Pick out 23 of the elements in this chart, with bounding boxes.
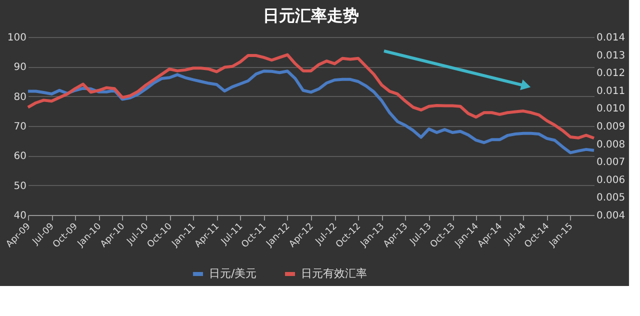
y2-tick-label: 0.008 xyxy=(596,139,626,150)
line-series xyxy=(26,70,596,154)
y2-tick-label: 0.005 xyxy=(596,192,626,204)
line-series xyxy=(26,53,596,140)
y2-tick-label: 0.014 xyxy=(596,32,626,44)
y2-tick-label: 0.007 xyxy=(596,157,626,168)
y2-tick-label: 0.006 xyxy=(596,174,626,186)
y-tick-label: 80 xyxy=(14,92,26,103)
y2-tick-label: 0.009 xyxy=(596,122,626,132)
y2-tick-label: 0.010 xyxy=(596,104,626,115)
y-tick-label: 90 xyxy=(14,62,26,74)
chart-title: 日元汇率走势 xyxy=(263,6,359,25)
y2-tick-label: 0.011 xyxy=(596,86,626,97)
y-tick-label: 60 xyxy=(14,151,26,162)
y-tick-label: 70 xyxy=(14,122,26,132)
y-tick-label: 100 xyxy=(7,32,26,44)
y2-tick-label: 0.004 xyxy=(596,210,626,222)
y-tick-label: 40 xyxy=(14,210,26,222)
y2-tick-label: 0.012 xyxy=(596,68,626,80)
y-tick-label: 50 xyxy=(14,180,26,192)
y2-tick-label: 0.013 xyxy=(596,50,626,62)
legend-label: 日元有效汇率 xyxy=(301,267,367,280)
legend-label: 日元/美元 xyxy=(209,267,257,280)
